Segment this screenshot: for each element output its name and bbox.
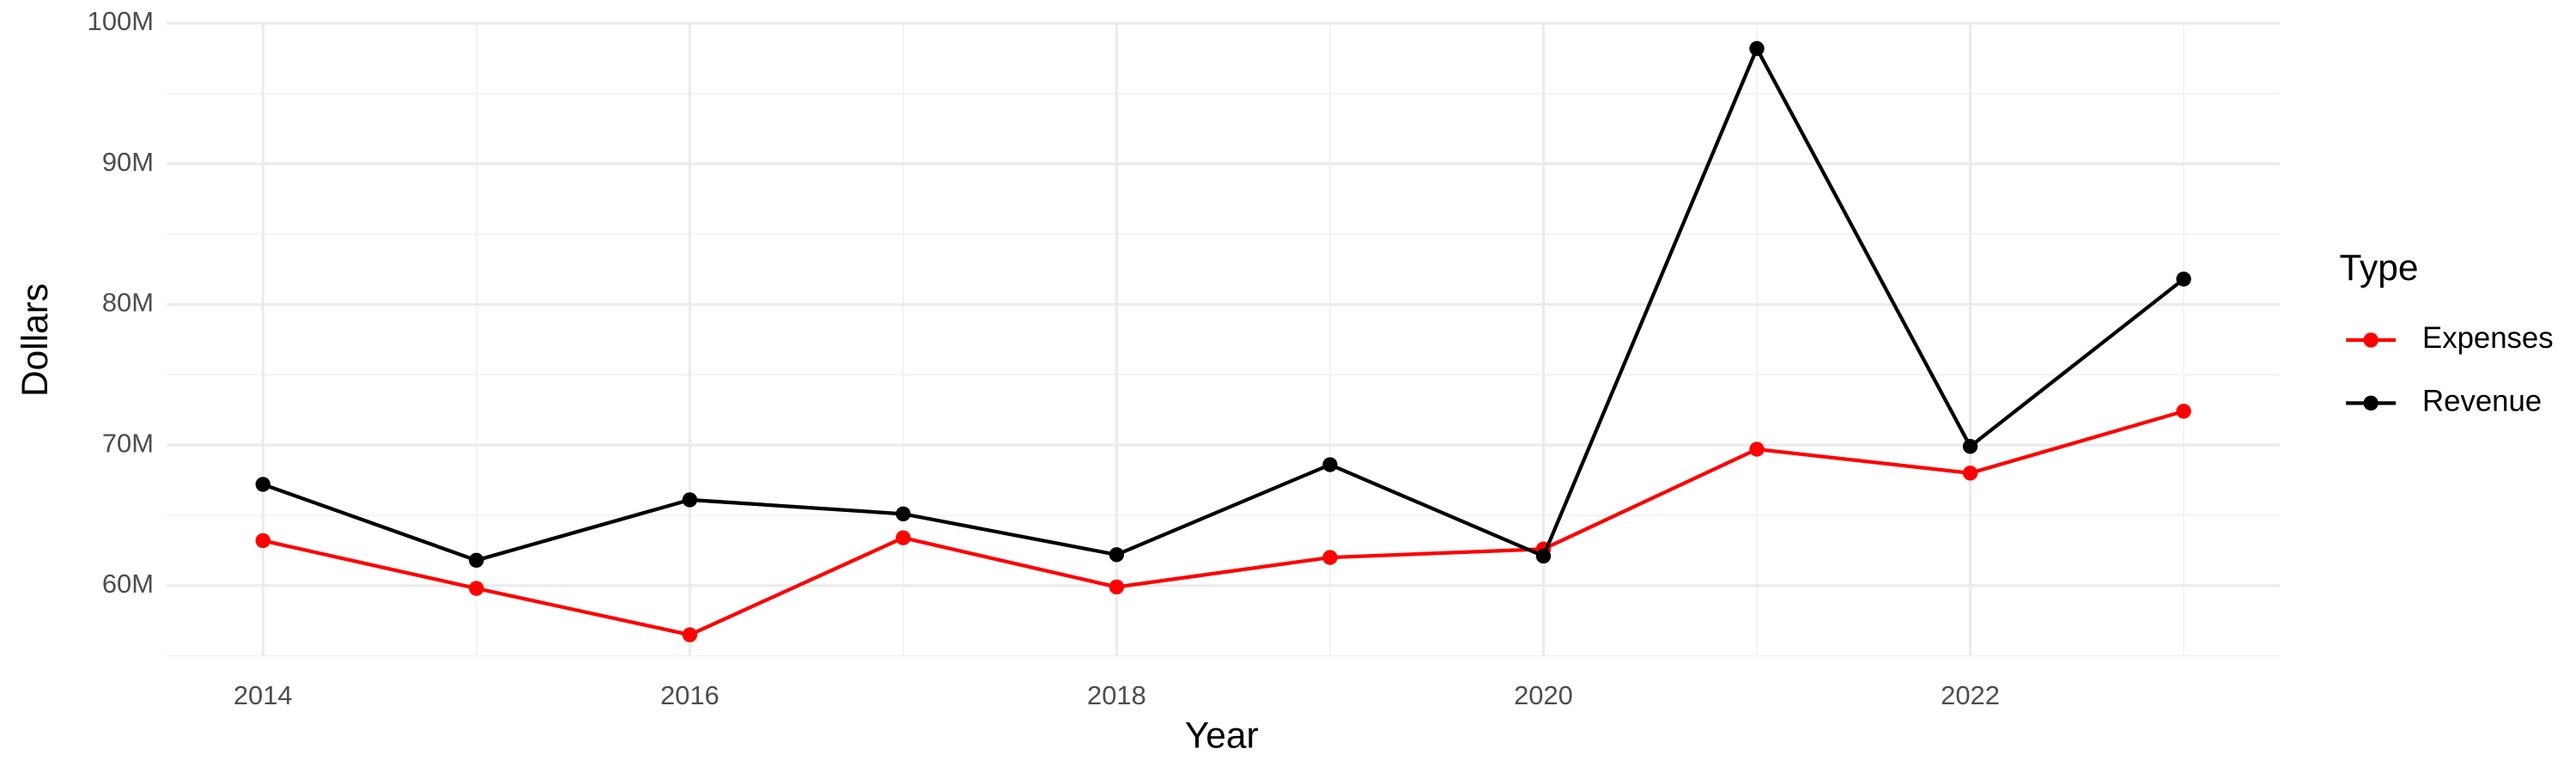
y-tick-label: 100M [88,6,154,36]
data-point [1749,441,1765,457]
data-point [896,506,911,522]
x-tick-label: 2020 [1514,680,1573,710]
data-point [1322,550,1338,565]
data-point [896,530,911,545]
legend-label: Expenses [2422,322,2554,355]
data-point [1535,548,1552,564]
legend-key [2363,395,2379,411]
legend-key [2363,332,2379,348]
data-point [1109,547,1125,563]
data-point [1109,579,1125,595]
data-point [1962,466,1978,481]
legend-title: Type [2339,248,2418,289]
data-point [255,533,270,549]
grid [167,21,2280,657]
x-tick-label: 2018 [1087,680,1146,710]
x-axis-title: Year [1185,716,1259,757]
x-tick-label: 2022 [1941,680,2000,710]
y-tick-label: 70M [102,428,154,458]
y-tick-label: 80M [102,288,154,318]
series-line [262,409,2184,637]
data-point [682,627,698,642]
y-axis-title: Dollars [15,283,56,397]
legend-label: Revenue [2422,386,2542,418]
data-point [255,477,270,492]
series-line [262,44,2185,563]
data-point [682,492,698,508]
y-tick-label: 60M [102,569,154,599]
data-point [2176,404,2191,419]
data-point [2176,271,2191,287]
y-tick-label: 90M [102,147,154,177]
x-tick-label: 2016 [660,680,720,710]
data-point [1749,40,1765,57]
data-point [469,581,484,596]
x-tick-label: 2014 [234,680,293,710]
data-point [1322,457,1338,472]
data-point [469,552,484,569]
data-point [1962,439,1978,454]
